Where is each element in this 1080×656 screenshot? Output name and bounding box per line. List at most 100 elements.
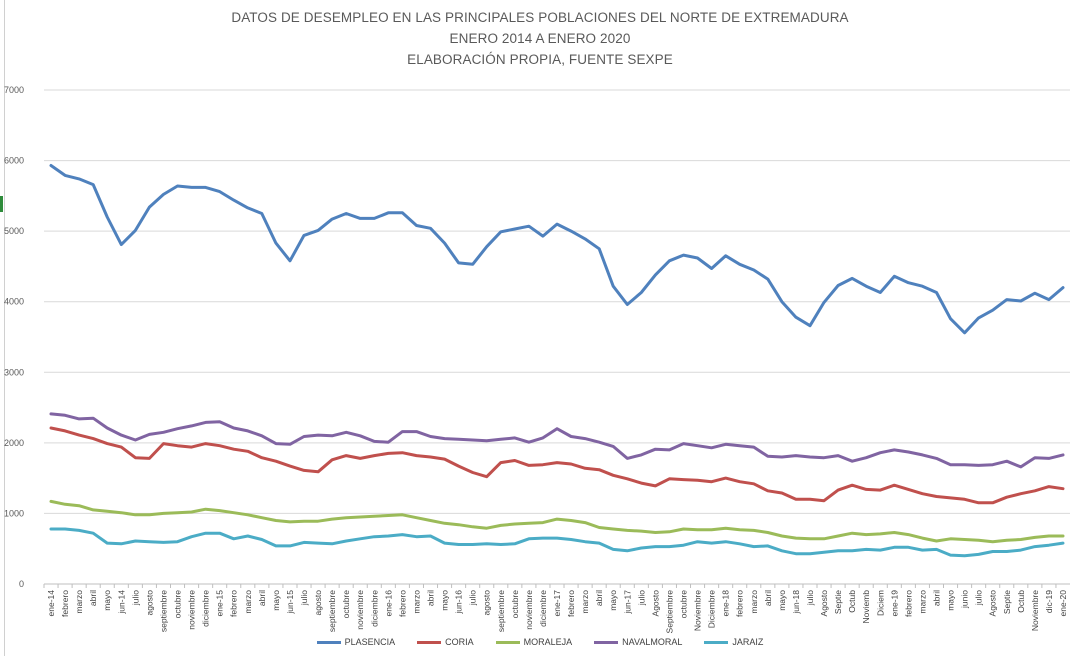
x-tick-label-16: mayo bbox=[271, 590, 281, 611]
x-tick-label-13: febrero bbox=[229, 590, 239, 617]
x-tick-label-3: abril bbox=[88, 590, 98, 606]
y-tick-label-3000: 3000 bbox=[4, 367, 24, 377]
x-tick-label-11: diciembre bbox=[201, 590, 211, 627]
x-tick-label-69: Octub bbox=[1016, 590, 1026, 613]
x-tick-label-46: Noviembre bbox=[693, 590, 703, 631]
chart-title-line-3: ELABORACIÓN PROPIA, FUENTE SEXPE bbox=[407, 52, 673, 67]
series-line-navalmoral bbox=[49, 412, 1065, 469]
x-tick-label-21: octubre bbox=[341, 590, 351, 619]
x-tick-label-27: abril bbox=[426, 590, 436, 606]
x-tick-label-17: jun-15 bbox=[285, 590, 295, 615]
x-tick-label-20: septiembre bbox=[327, 590, 337, 632]
x-tick-label-54: julio bbox=[805, 590, 815, 606]
x-tick-label-18: julio bbox=[299, 590, 309, 606]
x-tick-label-38: marzo bbox=[580, 590, 590, 614]
x-tick-label-1: febrero bbox=[60, 590, 70, 617]
x-tick-label-63: abril bbox=[931, 590, 941, 606]
x-tick-label-30: julio bbox=[468, 590, 478, 606]
x-tick-label-48: ene-18 bbox=[721, 590, 731, 617]
x-tick-label-65: junio bbox=[960, 590, 970, 609]
legend-label-jaraiz: JARAIZ bbox=[732, 637, 764, 647]
legend-swatch-plasencia bbox=[316, 640, 341, 644]
x-tick-label-5: jun-14 bbox=[116, 590, 126, 615]
legend-item-jaraiz: JARAIZ bbox=[704, 637, 763, 647]
legend-swatch-jaraiz bbox=[704, 640, 729, 644]
legend-label-coria: CORIA bbox=[445, 637, 474, 647]
chart-title-line-2: ENERO 2014 A ENERO 2020 bbox=[449, 31, 631, 46]
x-tick-label-9: octubre bbox=[173, 590, 183, 619]
legend-swatch-coria bbox=[417, 640, 442, 644]
x-tick-label-52: mayo bbox=[777, 590, 787, 611]
x-tick-label-31: agosto bbox=[482, 590, 492, 616]
x-tick-label-22: noviembre bbox=[355, 590, 365, 630]
y-tick-label-4000: 4000 bbox=[4, 297, 24, 307]
x-tick-label-45: octubre bbox=[678, 590, 688, 619]
x-tick-label-29: jun-16 bbox=[454, 590, 464, 615]
legend-item-navalmoral: NAVALMORAL bbox=[594, 637, 682, 647]
legend-label-plasencia: PLASENCIA bbox=[344, 637, 396, 647]
chart-legend: PLASENCIA CORIA MORALEJA NAVALMORAL JARAIZ bbox=[0, 637, 1080, 647]
x-tick-label-12: ene-15 bbox=[215, 590, 225, 617]
legend-swatch-navalmoral bbox=[594, 640, 619, 644]
x-tick-label-10: noviembre bbox=[187, 590, 197, 630]
x-tick-label-50: marzo bbox=[749, 590, 759, 614]
x-tick-label-26: marzo bbox=[411, 590, 421, 614]
legend-label-moraleja: MORALEJA bbox=[523, 637, 573, 647]
x-tick-label-66: julio bbox=[974, 590, 984, 606]
legend-item-coria: CORIA bbox=[417, 637, 474, 647]
x-tick-label-55: Agosto bbox=[819, 590, 829, 617]
x-tick-label-6: julio bbox=[130, 590, 140, 606]
x-tick-label-0: ene-14 bbox=[46, 590, 56, 617]
series-line-jaraiz bbox=[49, 527, 1065, 558]
x-tick-label-49: febrero bbox=[735, 590, 745, 617]
x-tick-label-42: julio bbox=[636, 590, 646, 606]
y-tick-label-0: 0 bbox=[19, 579, 24, 589]
x-tick-label-62: marzo bbox=[917, 590, 927, 614]
x-tick-label-57: Octub bbox=[847, 590, 857, 613]
x-tick-label-68: Septie bbox=[1002, 590, 1012, 614]
x-tick-label-37: febrero bbox=[566, 590, 576, 617]
x-tick-label-58: Noviemb bbox=[861, 590, 871, 624]
x-tick-label-19: agosto bbox=[313, 590, 323, 616]
left-edge-line bbox=[4, 0, 5, 656]
x-tick-label-51: abril bbox=[763, 590, 773, 606]
x-tick-label-35: diciembre bbox=[538, 590, 548, 627]
x-tick-label-8: septiembre bbox=[158, 590, 168, 632]
x-tick-label-60: ene-19 bbox=[889, 590, 899, 617]
x-tick-label-28: mayo bbox=[440, 590, 450, 611]
x-tick-label-40: mayo bbox=[608, 590, 618, 611]
series-line-moraleja bbox=[49, 499, 1065, 544]
x-tick-label-64: mayo bbox=[946, 590, 956, 611]
x-tick-label-53: jun-18 bbox=[791, 590, 801, 615]
x-tick-label-44: Septiembre bbox=[664, 590, 674, 634]
legend-item-moraleja: MORALEJA bbox=[495, 637, 573, 647]
y-tick-label-1000: 1000 bbox=[4, 508, 24, 518]
legend-swatch-moraleja bbox=[495, 640, 520, 644]
y-tick-label-6000: 6000 bbox=[4, 156, 24, 166]
x-tick-label-32: septiembre bbox=[496, 590, 506, 632]
x-tick-label-23: diciembre bbox=[369, 590, 379, 627]
x-tick-label-7: agosto bbox=[144, 590, 154, 616]
x-tick-label-47: Diciembre bbox=[707, 590, 717, 629]
legend-item-plasencia: PLASENCIA bbox=[316, 637, 396, 647]
series-line-plasencia bbox=[49, 164, 1065, 335]
series-line-coria bbox=[49, 426, 1065, 505]
x-tick-label-34: noviembre bbox=[524, 590, 534, 630]
x-tick-label-72: ene-20 bbox=[1058, 590, 1068, 617]
x-tick-label-61: febrero bbox=[903, 590, 913, 617]
x-tick-label-56: Septie bbox=[833, 590, 843, 614]
chart-title-line-1: DATOS DE DESEMPLEO EN LAS PRINCIPALES PO… bbox=[231, 10, 849, 25]
x-tick-label-14: marzo bbox=[243, 590, 253, 614]
x-tick-label-41: jun-17 bbox=[622, 590, 632, 615]
x-tick-label-59: Diciem bbox=[875, 590, 885, 616]
x-tick-label-33: octubre bbox=[510, 590, 520, 619]
x-tick-label-4: mayo bbox=[102, 590, 112, 611]
legend-label-navalmoral: NAVALMORAL bbox=[622, 637, 683, 647]
x-tick-label-25: febrero bbox=[397, 590, 407, 617]
x-tick-label-43: Agosto bbox=[650, 590, 660, 617]
x-tick-label-67: Agosto bbox=[988, 590, 998, 617]
x-tick-label-24: ene-16 bbox=[383, 590, 393, 617]
x-tick-label-36: ene-17 bbox=[552, 590, 562, 617]
y-tick-label-7000: 7000 bbox=[4, 85, 24, 95]
